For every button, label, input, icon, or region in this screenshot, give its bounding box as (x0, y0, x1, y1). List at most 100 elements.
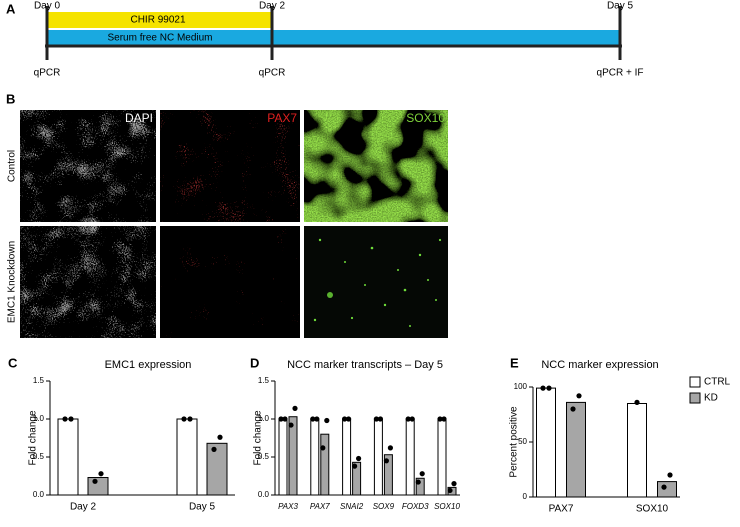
data-point (342, 416, 348, 422)
bar (415, 477, 425, 496)
bar (536, 387, 556, 498)
data-point (356, 455, 362, 462)
data-point (405, 416, 411, 422)
data-point (387, 445, 393, 451)
data-point (415, 479, 421, 485)
legend-label: CTRL (704, 377, 731, 388)
treatment-bar (47, 30, 620, 46)
x-tick-label: PAX7 (310, 502, 330, 511)
x-tick-label: PAX3 (278, 502, 298, 511)
x-tick-label: FOXD3 (402, 502, 429, 511)
y-tick-label: 1.5 (258, 376, 270, 385)
data-point (211, 446, 217, 452)
day-label: Day 5 (607, 1, 634, 12)
x-tick-label: SOX10 (434, 502, 460, 511)
x-tick-label: Day 2 (70, 502, 97, 513)
y-tick-label: 0.5 (33, 452, 45, 461)
bar (383, 454, 393, 496)
panel-letter: C (8, 355, 18, 370)
data-point (441, 416, 447, 422)
data-point (661, 484, 667, 490)
data-point (187, 416, 193, 422)
data-point (634, 399, 640, 405)
data-point (98, 471, 104, 477)
y-tick-label: 50 (518, 437, 527, 446)
channel-label: DAPI (125, 111, 153, 125)
y-axis-label: Fold change (253, 410, 264, 465)
data-point (540, 385, 546, 391)
x-tick-label: PAX7 (549, 504, 574, 515)
legend-label: KD (704, 393, 718, 404)
data-point (92, 478, 98, 484)
micrograph (304, 226, 448, 338)
data-point (217, 434, 223, 440)
chart-title: NCC marker expression (541, 359, 658, 371)
day-label: Day 2 (259, 1, 286, 12)
data-point (667, 472, 673, 478)
y-tick-label: 1.5 (33, 376, 45, 385)
bar (373, 418, 383, 496)
data-point (437, 416, 443, 422)
treatment-label: Serum free NC Medium (107, 33, 212, 44)
y-tick-label: 100 (514, 382, 528, 391)
assay-label: qPCR (34, 68, 61, 79)
x-tick-label: SOX9 (373, 502, 395, 511)
micrograph (160, 226, 300, 338)
y-tick-label: 0.0 (258, 490, 270, 499)
condition-label: EMC1 Knockdown (7, 241, 18, 323)
data-point (288, 422, 294, 428)
panel-letter: E (510, 355, 519, 370)
x-tick-label: SOX10 (636, 504, 669, 515)
data-point (292, 405, 298, 411)
bar (320, 433, 330, 496)
bar (206, 442, 228, 496)
legend-swatch (689, 376, 701, 388)
y-axis-label: Fold change (28, 410, 39, 465)
bar (352, 461, 362, 496)
x-tick-label: SNAI2 (340, 502, 364, 511)
data-point (383, 458, 389, 464)
bar (87, 477, 109, 496)
panel-letter: B (6, 91, 15, 106)
bar (278, 418, 288, 496)
micrograph (20, 110, 156, 222)
bar (310, 418, 320, 496)
data-point (447, 487, 453, 494)
data-point (278, 416, 284, 422)
bar (342, 418, 352, 496)
micrograph (20, 226, 156, 338)
data-point (310, 416, 316, 422)
data-point (346, 416, 352, 422)
bar (57, 418, 79, 496)
data-point (576, 393, 582, 399)
bar (566, 401, 586, 498)
bar (288, 416, 298, 496)
assay-label: qPCR (259, 68, 286, 79)
data-point (68, 416, 74, 422)
data-point (62, 416, 68, 422)
bar (405, 418, 415, 496)
bar (437, 418, 447, 496)
y-tick-label: 0 (523, 492, 528, 501)
chart-title: NCC marker transcripts – Day 5 (287, 359, 443, 371)
data-point (546, 385, 552, 391)
y-axis-label: Percent positive (509, 406, 520, 478)
channel-label: SOX10 (406, 111, 445, 125)
assay-label: qPCR + IF (597, 68, 644, 79)
data-point (419, 471, 425, 477)
treatment-bar (47, 12, 272, 28)
data-point (409, 416, 415, 422)
data-point (377, 416, 383, 422)
data-point (282, 416, 288, 422)
data-point (570, 406, 576, 412)
sparse-signal (313, 238, 442, 327)
chart-title: EMC1 expression (105, 359, 192, 371)
y-tick-label: 1.0 (258, 414, 270, 423)
bar (657, 481, 677, 498)
data-point (352, 463, 358, 469)
data-point (314, 416, 320, 422)
micrograph (304, 110, 448, 222)
bar (176, 418, 198, 496)
